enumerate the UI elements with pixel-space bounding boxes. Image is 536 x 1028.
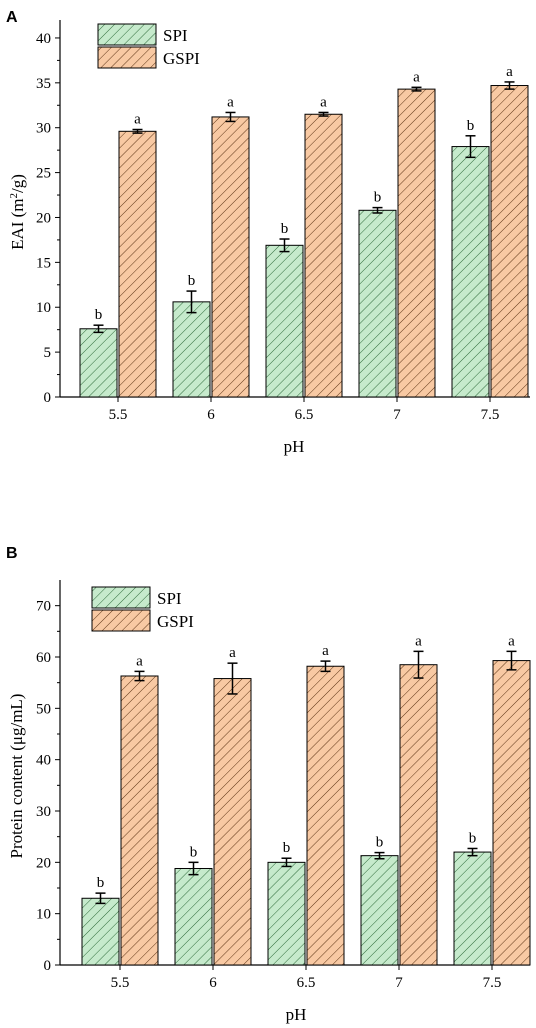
significance-label-b: a: [508, 633, 515, 649]
y-tick-label-b: 0: [44, 958, 52, 974]
y-tick-label-a: 40: [36, 31, 51, 47]
y-tick-label-b: 40: [36, 753, 51, 769]
bar-spi-b: [453, 851, 492, 966]
y-tick-label-a: 15: [36, 255, 51, 271]
plot-area-b: 0 10 20 30 40 50 60 70 5.5 b a 6 b a 6.5 b a 7 b a 7.5 b a SPI G…: [36, 580, 531, 991]
legend-a: SPI GSPI: [97, 23, 200, 69]
legend-label-gspi: GSPI: [157, 612, 194, 631]
x-tick-label-a: 6.5: [295, 407, 314, 423]
y-tick-label-b: 70: [36, 599, 51, 615]
y-tick-label-b: 30: [36, 804, 51, 820]
bar-gspi-b: [213, 678, 252, 966]
bar-spi-a: [265, 244, 304, 398]
plot-area-a: 0 5 10 15 20 25 30 35 40 5.5 b a 6 b a 6.5 b a 7 b a 7.5 b a SPI…: [36, 20, 530, 423]
bar-spi-b: [360, 855, 399, 966]
legend-swatch-gspi: [91, 609, 151, 632]
legend-swatch-spi: [91, 586, 151, 609]
legend-label-spi: SPI: [163, 26, 188, 45]
y-tick-label-a: 0: [44, 390, 52, 406]
significance-label-a: b: [374, 190, 382, 206]
x-tick-label-b: 6.5: [297, 975, 316, 991]
bar-spi-a: [358, 209, 397, 398]
y-tick-label-a: 25: [36, 166, 51, 182]
bar-gspi-b: [120, 675, 159, 966]
y-axis-title-a: EAI (m2/g): [8, 174, 27, 250]
significance-label-a: b: [281, 221, 289, 237]
panel-letter-a: A: [6, 9, 18, 26]
significance-label-a: b: [188, 273, 196, 289]
significance-label-a: a: [413, 69, 420, 85]
x-tick-label-b: 6: [209, 975, 217, 991]
bar-gspi-a: [118, 130, 157, 398]
y-tick-label-b: 20: [36, 855, 51, 871]
bar-spi-a: [172, 301, 211, 398]
legend-b: SPI GSPI: [91, 586, 194, 632]
significance-label-a: a: [227, 94, 234, 110]
y-tick-label-a: 20: [36, 210, 51, 226]
significance-label-b: b: [97, 875, 105, 891]
bar-gspi-b: [306, 665, 345, 966]
bar-gspi-a: [397, 88, 436, 398]
y-tick-label-a: 10: [36, 300, 51, 316]
y-axis-title-b: Protein content (μg/mL): [7, 694, 26, 859]
significance-label-b: b: [190, 844, 198, 860]
x-tick-label-a: 7.5: [481, 407, 500, 423]
significance-label-b: b: [283, 840, 291, 856]
chart-panel-a: A 0 5 10 15 20 25 30 35 40 5.5 b a 6 b a 6.5 b a 7 b a 7.5 b a S…: [6, 9, 530, 456]
x-tick-label-b: 5.5: [111, 975, 130, 991]
y-tick-label-b: 60: [36, 650, 51, 666]
significance-label-a: b: [467, 118, 475, 134]
significance-label-b: b: [469, 830, 477, 846]
significance-label-a: a: [506, 64, 513, 80]
x-tick-label-b: 7: [395, 975, 403, 991]
x-axis-title-a: pH: [284, 437, 305, 456]
significance-label-b: a: [322, 643, 329, 659]
significance-label-a: a: [134, 112, 141, 128]
y-tick-label-a: 30: [36, 121, 51, 137]
x-tick-label-a: 5.5: [109, 407, 128, 423]
x-tick-label-b: 7.5: [483, 975, 502, 991]
significance-label-b: a: [415, 633, 422, 649]
bar-gspi-a: [304, 113, 343, 398]
legend-swatch-spi: [97, 23, 157, 46]
x-tick-label-a: 7: [393, 407, 401, 423]
panel-letter-b: B: [6, 545, 18, 562]
legend-label-gspi: GSPI: [163, 49, 200, 68]
significance-label-b: a: [229, 645, 236, 661]
bar-gspi-b: [399, 664, 438, 966]
x-tick-label-a: 6: [207, 407, 215, 423]
bar-spi-b: [81, 897, 120, 966]
bar-gspi-a: [490, 85, 529, 398]
y-tick-label-a: 35: [36, 76, 51, 92]
bar-spi-a: [451, 146, 490, 398]
significance-label-a: b: [95, 307, 103, 323]
bar-gspi-b: [492, 660, 531, 966]
y-tick-label-a: 5: [44, 345, 52, 361]
chart-panel-b: B 0 10 20 30 40 50 60 70 5.5 b a 6 b a 6.5 b a 7 b a 7.5 b a SP…: [6, 545, 531, 1024]
significance-label-b: a: [136, 653, 143, 669]
legend-swatch-gspi: [97, 46, 157, 69]
y-tick-label-b: 50: [36, 701, 51, 717]
bar-spi-b: [267, 861, 306, 966]
bar-gspi-a: [211, 116, 250, 398]
significance-label-b: b: [376, 835, 384, 851]
y-tick-label-b: 10: [36, 907, 51, 923]
x-axis-title-b: pH: [286, 1005, 307, 1024]
bar-spi-b: [174, 867, 213, 966]
legend-label-spi: SPI: [157, 589, 182, 608]
significance-label-a: a: [320, 94, 327, 110]
bar-spi-a: [79, 328, 118, 398]
